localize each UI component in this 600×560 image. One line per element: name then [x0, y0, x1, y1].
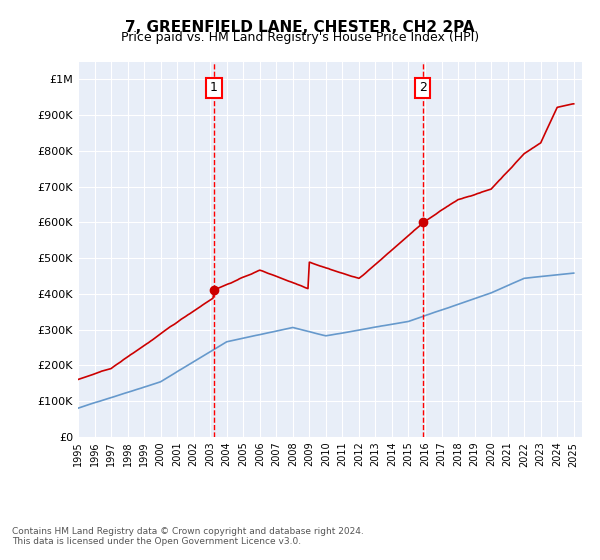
- Text: 1: 1: [210, 81, 218, 95]
- Text: 2: 2: [419, 81, 427, 95]
- Text: Contains HM Land Registry data © Crown copyright and database right 2024.
This d: Contains HM Land Registry data © Crown c…: [12, 526, 364, 546]
- Text: Price paid vs. HM Land Registry's House Price Index (HPI): Price paid vs. HM Land Registry's House …: [121, 31, 479, 44]
- Text: 7, GREENFIELD LANE, CHESTER, CH2 2PA: 7, GREENFIELD LANE, CHESTER, CH2 2PA: [125, 20, 475, 35]
